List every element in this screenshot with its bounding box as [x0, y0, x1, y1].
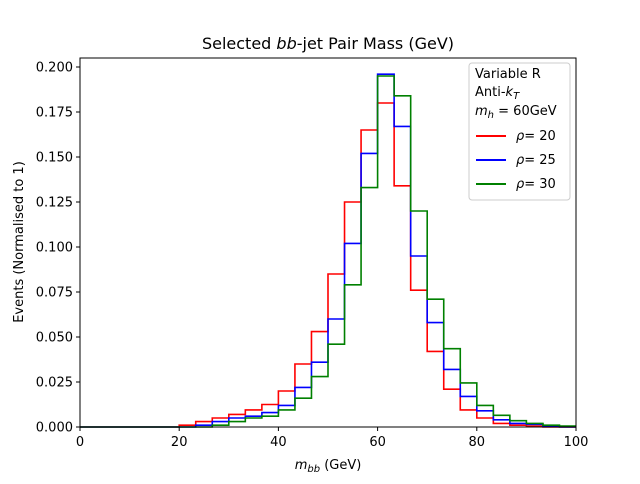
legend-rho-25-value: = 25 [524, 153, 556, 168]
legend-label-rho-30: ρ= 30 [516, 177, 556, 192]
legend-m: m [475, 104, 488, 119]
x-tick-label: 100 [564, 435, 589, 450]
legend-box [468, 62, 571, 201]
y-tick-label: 0.175 [36, 106, 73, 121]
legend-label-rho-25: ρ= 25 [516, 153, 556, 168]
y-tick-label: 0.125 [36, 196, 73, 211]
legend-k-sub: T [513, 91, 520, 102]
x-tick-label: 60 [369, 435, 386, 450]
x-tick-label: 80 [469, 435, 486, 450]
legend-rho-30-value: = 30 [524, 177, 556, 192]
y-tick-label: 0.025 [36, 376, 73, 391]
y-tick-label: 0.150 [36, 151, 73, 166]
y-tick-label: 0.000 [36, 421, 73, 436]
legend-rho-20-value: = 20 [524, 129, 556, 144]
chart-title-before: Selected [202, 34, 276, 53]
legend-label-rho-20: ρ= 20 [516, 129, 556, 144]
legend-rho-20-symbol: ρ [516, 129, 525, 144]
legend-rho-25-symbol: ρ [516, 153, 525, 168]
chart-title-italic: bb [276, 34, 296, 53]
y-tick-label: 0.050 [36, 331, 73, 346]
legend-k: k [506, 85, 514, 100]
x-axis-label-m: m [295, 458, 308, 473]
axis-ticks-group: 0 20 40 60 80 100 0.000 0.025 0.050 0.075 0.100 0.1… [36, 61, 589, 451]
plot-series-group [80, 73, 576, 428]
plot-frame [79, 57, 577, 428]
y-tick-label: 0.075 [36, 286, 73, 301]
histogram-series-3 [80, 75, 576, 428]
x-axis-label-sub: bb [307, 464, 320, 475]
y-axis-label: Events (Normalised to 1) [12, 161, 27, 323]
histogram-series-2 [80, 73, 576, 428]
x-axis-label: mbb (GeV) [295, 458, 362, 475]
legend-m-rest: = 60GeV [494, 104, 557, 119]
legend-header-line3: mh = 60GeV [475, 104, 557, 121]
legend-header-line1: Variable R [475, 67, 541, 82]
x-tick-label: 0 [76, 435, 84, 450]
legend-rho-30-symbol: ρ [516, 177, 525, 192]
chart-title-after: -jet Pair Mass (GeV) [297, 34, 454, 53]
x-tick-label: 40 [270, 435, 287, 450]
x-tick-label: 20 [171, 435, 188, 450]
legend-header-line2: Anti-kT [475, 85, 520, 102]
x-axis-label-unit: (GeV) [320, 458, 361, 473]
y-tick-label: 0.100 [36, 241, 73, 256]
legend-anti: Anti- [475, 85, 506, 100]
legend: Variable R Anti-kT mh = 60GeV ρ= 20 ρ= 2… [468, 62, 571, 201]
y-tick-label: 0.200 [36, 61, 73, 76]
legend-m-sub: h [488, 110, 494, 121]
chart-title: Selected bb-jet Pair Mass (GeV) [202, 34, 454, 53]
